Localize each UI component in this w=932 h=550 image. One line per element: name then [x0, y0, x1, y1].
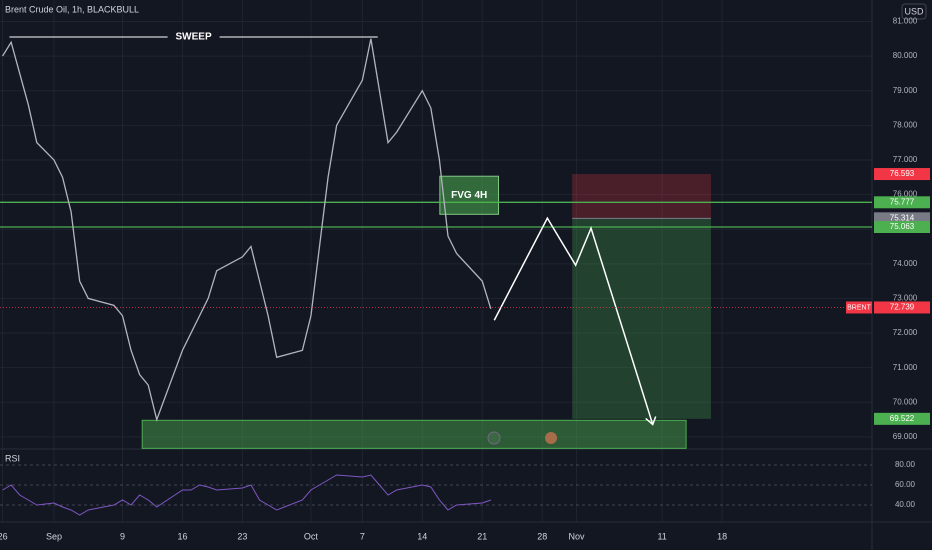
x-tick-label: 18 [717, 531, 727, 541]
x-tick-label: 11 [657, 531, 666, 541]
level-price: 75.063 [890, 222, 915, 231]
level-price-bg [874, 221, 930, 234]
arrow-head [645, 416, 657, 426]
demand-zone [141, 419, 687, 449]
x-tick-label: 23 [237, 531, 247, 541]
currency[interactable]: USD [904, 6, 924, 16]
y-tick-label: 76.000 [893, 190, 918, 199]
x-tick-label: Sep [46, 531, 62, 541]
x-tick-label: 21 [477, 531, 487, 541]
rsi-tick-label: 80.00 [895, 460, 916, 469]
stop-zone [572, 174, 711, 219]
price-line [2, 38, 492, 422]
symbol-title: Brent Crude Oil, 1h, BLACKBULL [5, 4, 139, 14]
y-tick-label: 73.000 [893, 294, 918, 303]
y-tick-label: 77.000 [893, 155, 918, 164]
currency-button[interactable] [901, 3, 927, 20]
x-tick-label: Nov [568, 531, 585, 541]
fvg-label: FVG 4H [451, 190, 487, 201]
x-tick-label: 26 [0, 531, 8, 541]
x-tick-label: Oct [304, 531, 319, 541]
level-price: 75.777 [890, 197, 915, 206]
symbol-tag-bg [846, 301, 872, 314]
x-tick-label: 16 [177, 531, 187, 541]
projection-arrow [493, 216, 654, 425]
y-tick-label: 72.000 [893, 328, 918, 337]
rsi-label: RSI [5, 453, 20, 463]
target-price-bg [874, 412, 930, 425]
stop-price: 76.593 [890, 169, 915, 178]
rsi-line [2, 474, 491, 516]
y-tick-label: 79.000 [893, 86, 918, 95]
rsi-tick-label: 40.00 [895, 500, 916, 509]
y-tick-label: 71.000 [893, 363, 918, 372]
x-tick-label: 28 [537, 531, 547, 541]
stop-price-bg [874, 168, 930, 181]
level-price-bg [874, 196, 930, 209]
y-tick-label: 81.000 [893, 17, 918, 26]
event-icon[interactable] [487, 431, 501, 445]
last-price-bg [874, 301, 930, 314]
sweep-label: SWEEP [176, 32, 212, 43]
y-tick-label: 74.000 [893, 259, 918, 268]
entry-price: 75.314 [890, 213, 915, 222]
target-zone [572, 218, 711, 419]
x-tick-label: 9 [120, 531, 125, 541]
rsi-tick-label: 60.00 [895, 480, 916, 489]
y-tick-label: 69.000 [893, 432, 918, 441]
symbol-tag: BRENT [847, 304, 871, 311]
y-tick-label: 70.000 [893, 397, 918, 406]
event-icon[interactable] [545, 432, 557, 444]
x-tick-label: 14 [417, 531, 427, 541]
last-price: 72.739 [890, 303, 915, 312]
x-tick-label: 7 [360, 531, 365, 541]
fvg-box [439, 175, 500, 215]
y-tick-label: 80.000 [893, 51, 918, 60]
y-tick-label: 78.000 [893, 120, 918, 129]
target-price: 69.522 [890, 414, 915, 423]
